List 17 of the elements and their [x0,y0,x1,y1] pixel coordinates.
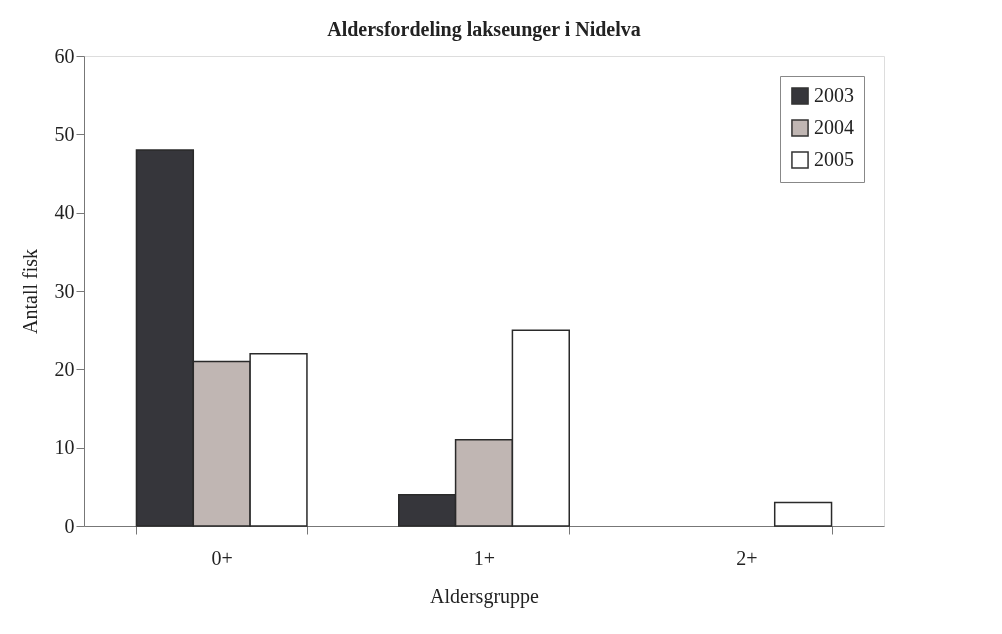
legend-label: 2003 [814,84,854,106]
y-tick-label: 60 [54,44,75,67]
y-axis-title: Antall fisk [18,249,41,334]
y-tick-label: 50 [54,122,75,145]
x-axis-title: Aldersgruppe [430,584,540,608]
y-tick-label: 10 [54,436,75,459]
bar [773,501,833,527]
legend-label: 2004 [814,116,854,138]
y-tick-label: 0 [64,514,75,537]
y-tick-label: 20 [54,357,75,380]
x-tick-label: 2+ [736,546,758,569]
x-tick-label: 0+ [211,546,233,569]
y-tick-label: 30 [54,279,75,302]
x-tick-label: 1+ [473,546,496,569]
legend-label: 2005 [814,148,854,170]
chart-title: Aldersfordeling lakseunger i Nidelva [327,18,641,41]
y-tick-label: 40 [54,201,75,224]
